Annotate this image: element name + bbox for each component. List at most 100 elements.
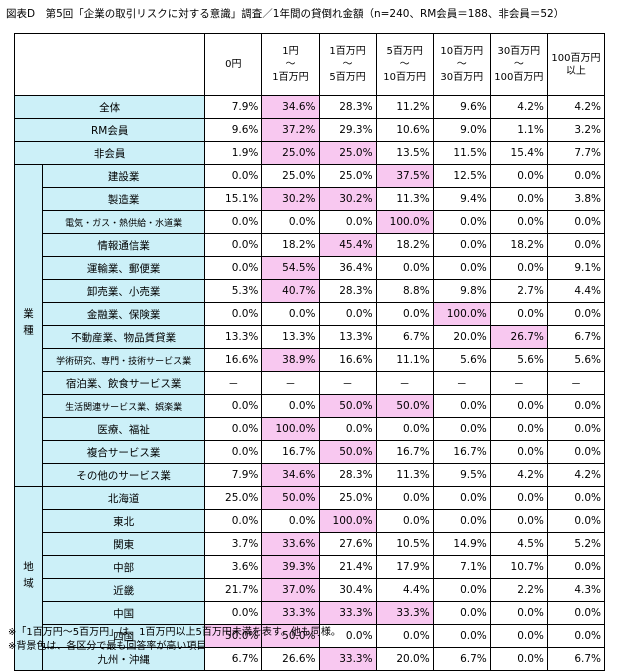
cell: 37.0% bbox=[261, 578, 320, 602]
cell: － bbox=[261, 371, 320, 395]
row-label: 北海道 bbox=[42, 486, 206, 510]
cell: 0.0% bbox=[318, 417, 377, 441]
cell: 10.6% bbox=[375, 118, 434, 142]
header-line: 100百万円 bbox=[494, 72, 544, 83]
cell: － bbox=[489, 371, 548, 395]
header-line: 5百万円 bbox=[386, 46, 423, 57]
row-label: 中国 bbox=[42, 601, 206, 625]
cell: 0.0% bbox=[489, 210, 548, 234]
cell: 34.6% bbox=[261, 463, 320, 487]
cell: 7.9% bbox=[204, 95, 263, 119]
cell: 9.6% bbox=[204, 118, 263, 142]
corner bbox=[13, 33, 206, 96]
cell: 0.0% bbox=[204, 440, 263, 464]
cell: 50.0% bbox=[375, 394, 434, 418]
cell: 0.0% bbox=[261, 302, 320, 326]
cell: 18.2% bbox=[375, 233, 434, 257]
table-row: 近畿 21.7% 37.0% 30.4% 4.4% 0.0% 2.2% 4.3% bbox=[15, 578, 606, 602]
header-line: 30百万円 bbox=[440, 72, 484, 83]
cell: 0.0% bbox=[432, 417, 491, 441]
cell: 25.0% bbox=[318, 141, 377, 165]
header-line: 10百万円 bbox=[383, 72, 426, 83]
cell: 9.8% bbox=[432, 279, 491, 303]
column-header: 10百万円 ～ 30百万円 bbox=[432, 33, 491, 96]
header-line: 5百万円 bbox=[329, 72, 366, 83]
note: ※「1百万円～5百万円」は、1百万円以上5百万円未満を表す。他も同様。 bbox=[8, 627, 341, 638]
title: 図表D 第5回「企業の取引リスクに対する意識」調査／1年間の貸倒れ金額（n=24… bbox=[6, 8, 565, 20]
cell: 0.0% bbox=[318, 302, 377, 326]
group-label: 業種 bbox=[13, 164, 44, 487]
cell: 3.7% bbox=[204, 532, 263, 556]
cell: 0.0% bbox=[489, 486, 548, 510]
cell: 7.7% bbox=[546, 141, 606, 165]
row-label: 運輸業、郵便業 bbox=[42, 256, 206, 280]
cell: 1.1% bbox=[489, 118, 548, 142]
cell: 28.3% bbox=[318, 279, 377, 303]
cell: 25.0% bbox=[261, 141, 320, 165]
cell: 33.6% bbox=[261, 532, 320, 556]
cell: 0.0% bbox=[546, 210, 606, 234]
cell: 0.0% bbox=[432, 394, 491, 418]
cell: 0.0% bbox=[546, 164, 606, 188]
column-header: 1円 ～ 1百万円 bbox=[261, 33, 320, 96]
group-text: 業種 bbox=[22, 307, 35, 341]
table-row: 運輸業、郵便業 0.0% 54.5% 36.4% 0.0% 0.0% 0.0% 9.1% bbox=[15, 256, 606, 280]
cell: 9.4% bbox=[432, 187, 491, 211]
cell: 50.0% bbox=[261, 486, 320, 510]
cell: 28.3% bbox=[318, 463, 377, 487]
cell: 7.9% bbox=[204, 463, 263, 487]
cell: 50.0% bbox=[261, 624, 320, 648]
cell: 20.0% bbox=[432, 325, 491, 349]
header-line: ～ bbox=[456, 59, 467, 70]
cell: 4.4% bbox=[546, 279, 606, 303]
cell: 5.6% bbox=[546, 348, 606, 372]
cell: 100.0% bbox=[432, 302, 491, 326]
row-label: 製造業 bbox=[42, 187, 206, 211]
cell: 10.5% bbox=[375, 532, 434, 556]
cell: 5.6% bbox=[489, 348, 548, 372]
cell: 50.0% bbox=[318, 394, 377, 418]
table-row: 業種 建設業 0.0% 25.0% 25.0% 37.5% 12.5% 0.0% 0.0% bbox=[13, 164, 606, 487]
cell: 0.0% bbox=[432, 601, 491, 625]
cell: 6.7% bbox=[375, 325, 434, 349]
column-header: 5百万円 ～ 10百万円 bbox=[375, 33, 434, 96]
cell: 0.0% bbox=[261, 509, 320, 533]
header-line: 0円 bbox=[225, 59, 242, 70]
cell: － bbox=[375, 371, 434, 395]
cell: 0.0% bbox=[546, 302, 606, 326]
cell: 0.0% bbox=[546, 486, 606, 510]
cell: － bbox=[318, 371, 377, 395]
cell: 29.3% bbox=[318, 118, 377, 142]
table-row: その他のサービス業 7.9% 34.6% 28.3% 11.3% 9.5% 4.2% 4.2% bbox=[15, 463, 606, 487]
cell: 4.2% bbox=[489, 95, 548, 119]
header-line: ～ bbox=[513, 59, 524, 70]
cell: 50.0% bbox=[318, 440, 377, 464]
cell: 5.3% bbox=[204, 279, 263, 303]
header-line: 1百万円 bbox=[272, 72, 309, 83]
header-line: 30百万円 bbox=[497, 46, 541, 57]
cell: 0.0% bbox=[489, 601, 548, 625]
cell: 50.0% bbox=[204, 624, 263, 648]
cell: 16.7% bbox=[375, 440, 434, 464]
cell: 21.4% bbox=[318, 555, 377, 579]
cell: 0.0% bbox=[489, 187, 548, 211]
cell: 11.3% bbox=[375, 463, 434, 487]
column-header: 100百万円 以上 bbox=[546, 33, 606, 96]
cell: 0.0% bbox=[432, 233, 491, 257]
cell: 11.2% bbox=[375, 95, 434, 119]
cell: 30.2% bbox=[261, 187, 320, 211]
cell: 18.2% bbox=[489, 233, 548, 257]
cell: 16.7% bbox=[432, 440, 491, 464]
cell: 36.4% bbox=[318, 256, 377, 280]
cell: 5.6% bbox=[432, 348, 491, 372]
cell: 0.0% bbox=[432, 210, 491, 234]
row-label: 医療、福祉 bbox=[42, 417, 206, 441]
table-row: 金融業、保険業 0.0% 0.0% 0.0% 0.0% 100.0% 0.0% 0.0% bbox=[15, 302, 606, 326]
cell: 7.1% bbox=[432, 555, 491, 579]
cell: 45.4% bbox=[318, 233, 377, 257]
cell: 25.0% bbox=[318, 486, 377, 510]
cell: 0.0% bbox=[204, 509, 263, 533]
cell: 0.0% bbox=[489, 647, 548, 671]
cell: 0.0% bbox=[546, 509, 606, 533]
